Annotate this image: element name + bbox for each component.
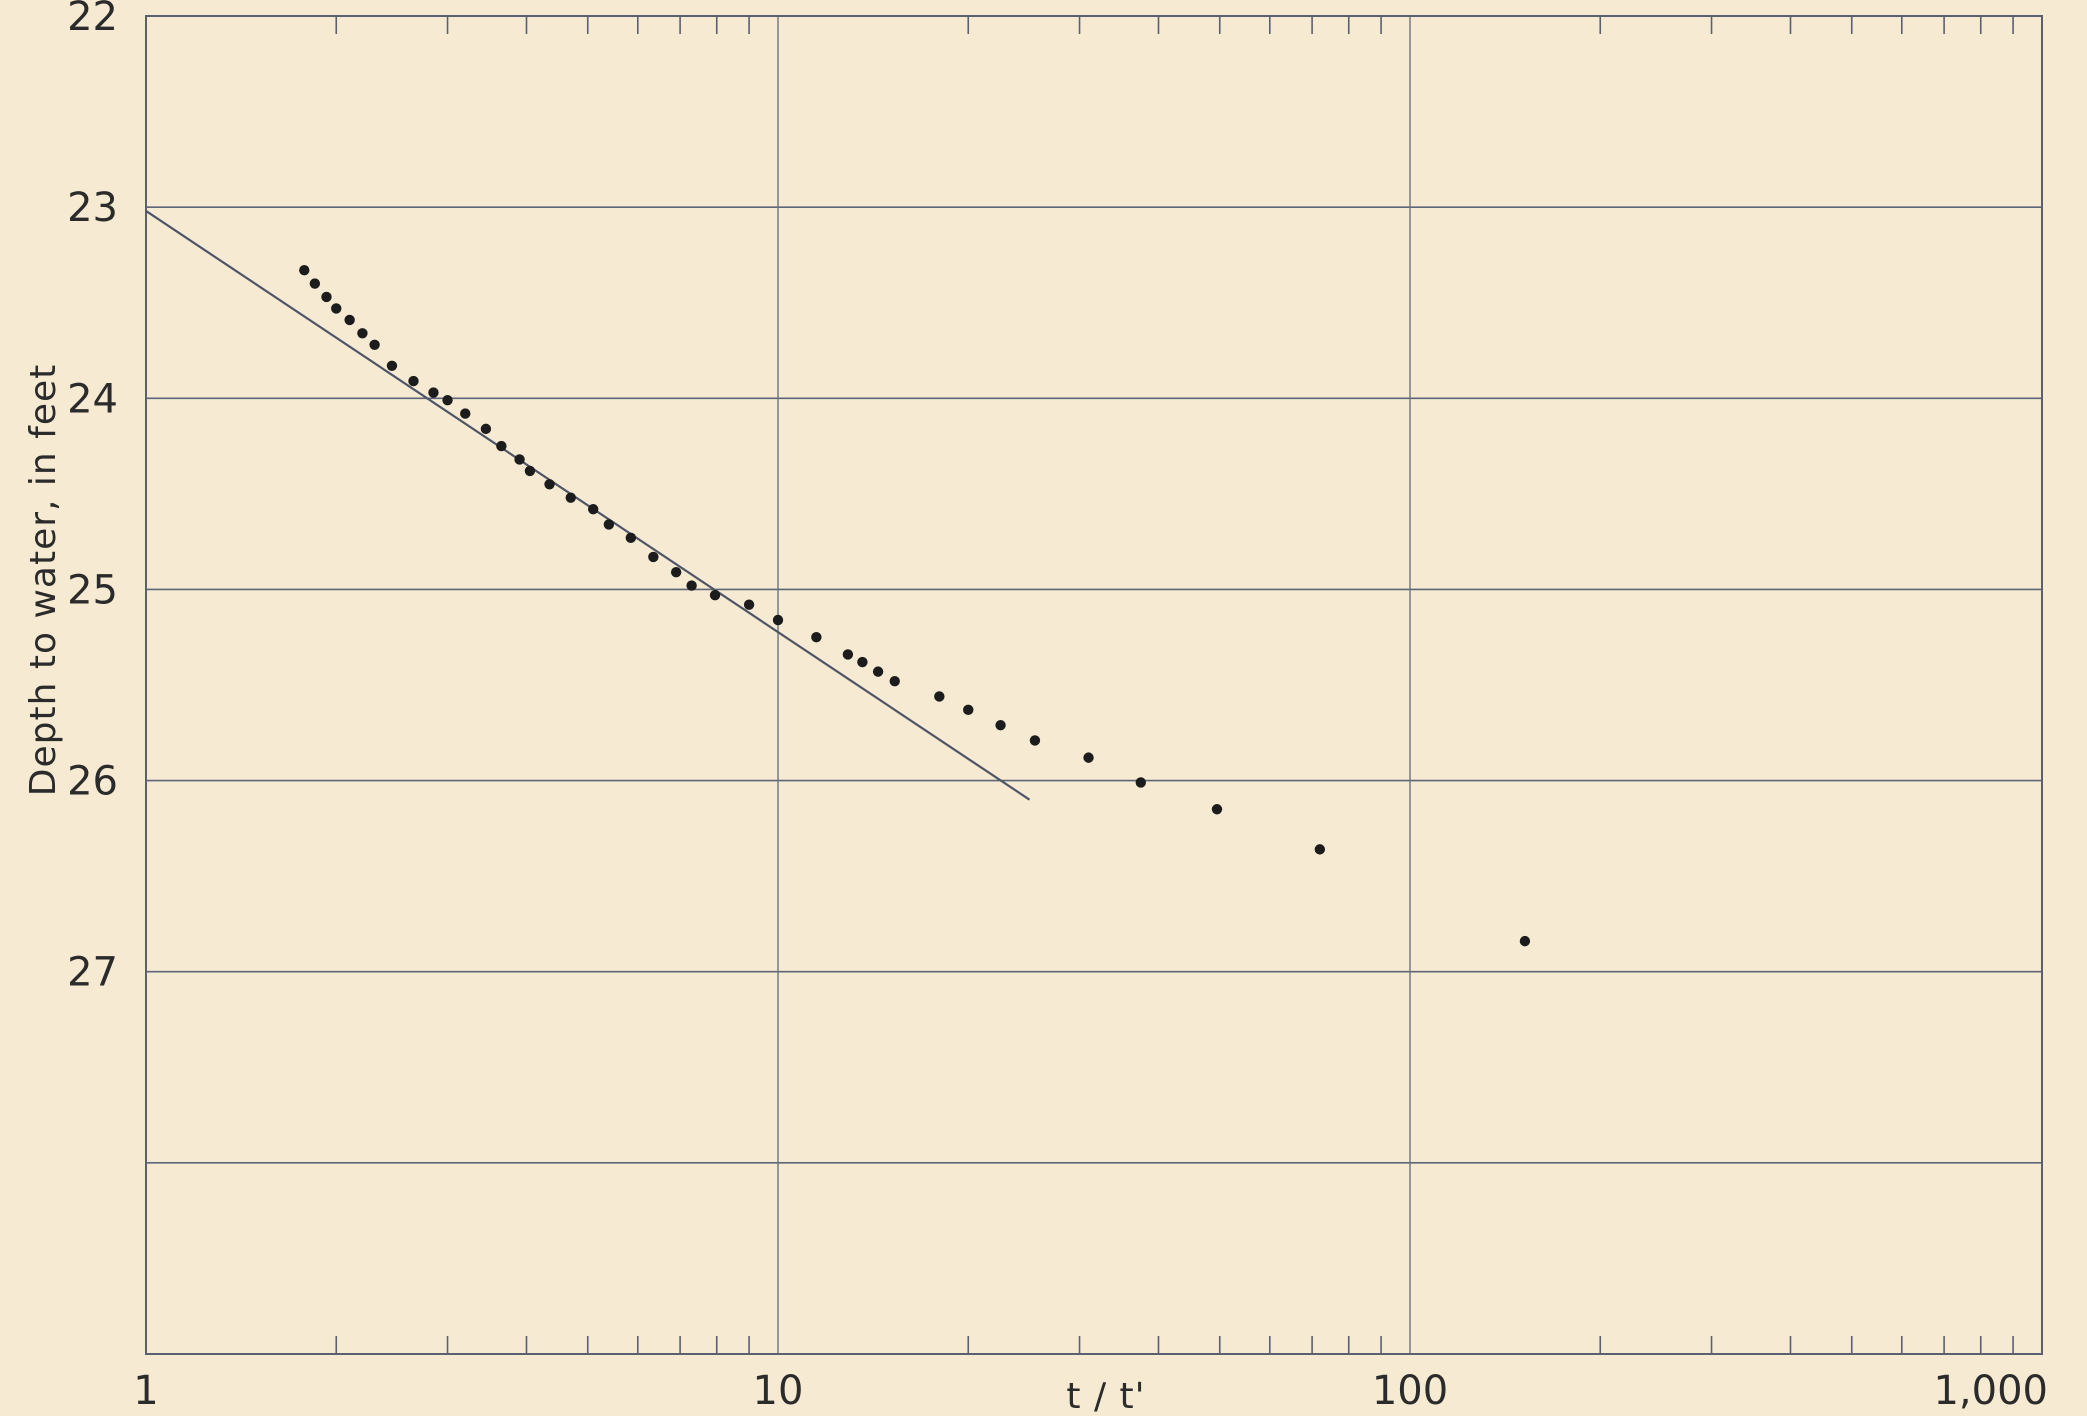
data-point	[514, 454, 525, 465]
data-point	[1083, 752, 1094, 763]
data-point	[934, 691, 945, 702]
grid-layer	[146, 16, 2042, 1354]
data-point	[1519, 935, 1531, 947]
data-point	[386, 360, 398, 371]
data-point	[625, 532, 637, 544]
data-point	[544, 479, 555, 490]
y-tick-label: 26	[67, 759, 118, 805]
data-point	[995, 719, 1006, 731]
x-axis-title: t / t'	[1066, 1376, 1145, 1416]
data-point	[686, 580, 697, 591]
data-point	[442, 394, 453, 406]
data-point	[811, 632, 822, 643]
x-tick-label: 1,000	[1933, 1368, 2048, 1414]
data-point	[842, 649, 854, 660]
minor-ticks	[335, 16, 2014, 1354]
data-point	[309, 278, 321, 289]
data-point	[670, 567, 682, 578]
y-tick-label: 25	[67, 567, 118, 613]
points-layer	[299, 265, 1531, 947]
x-tick-labels: 1 10 100 1,000	[133, 1368, 2048, 1414]
data-point	[1314, 844, 1326, 855]
data-point	[889, 675, 900, 687]
data-point	[408, 375, 419, 387]
x-tick-label: 1	[133, 1368, 158, 1414]
data-point	[857, 656, 868, 668]
data-point	[428, 387, 439, 398]
y-tick-labels: 22 23 24 25 26 27	[67, 0, 118, 996]
fit-line	[145, 210, 1031, 801]
data-point	[321, 291, 332, 303]
y-tick-label: 22	[67, 0, 118, 40]
data-point	[344, 314, 355, 326]
data-point	[648, 551, 659, 563]
data-point	[1211, 804, 1223, 815]
data-point	[496, 440, 507, 452]
data-point	[872, 666, 884, 677]
data-point	[963, 704, 974, 716]
y-tick-label: 23	[67, 185, 118, 231]
data-point	[709, 589, 721, 601]
data-point	[299, 265, 310, 276]
data-point	[524, 465, 536, 477]
data-point	[480, 423, 492, 435]
data-point	[1029, 735, 1041, 746]
data-point	[357, 328, 368, 339]
data-point	[331, 303, 342, 314]
data-point	[772, 614, 784, 626]
data-point	[565, 492, 576, 503]
data-point	[603, 519, 615, 530]
fit-line-layer	[145, 210, 1031, 801]
data-point	[460, 408, 471, 419]
data-point	[587, 503, 599, 515]
y-axis-title: Depth to water, in feet	[23, 364, 64, 796]
data-point	[743, 599, 755, 610]
y-tick-label: 24	[67, 376, 118, 422]
x-tick-label: 100	[1372, 1368, 1448, 1414]
data-point	[1135, 777, 1146, 788]
data-point	[369, 339, 380, 350]
plot-frame	[145, 15, 2043, 1355]
x-tick-label: 10	[753, 1368, 804, 1414]
y-tick-label: 27	[67, 950, 118, 996]
